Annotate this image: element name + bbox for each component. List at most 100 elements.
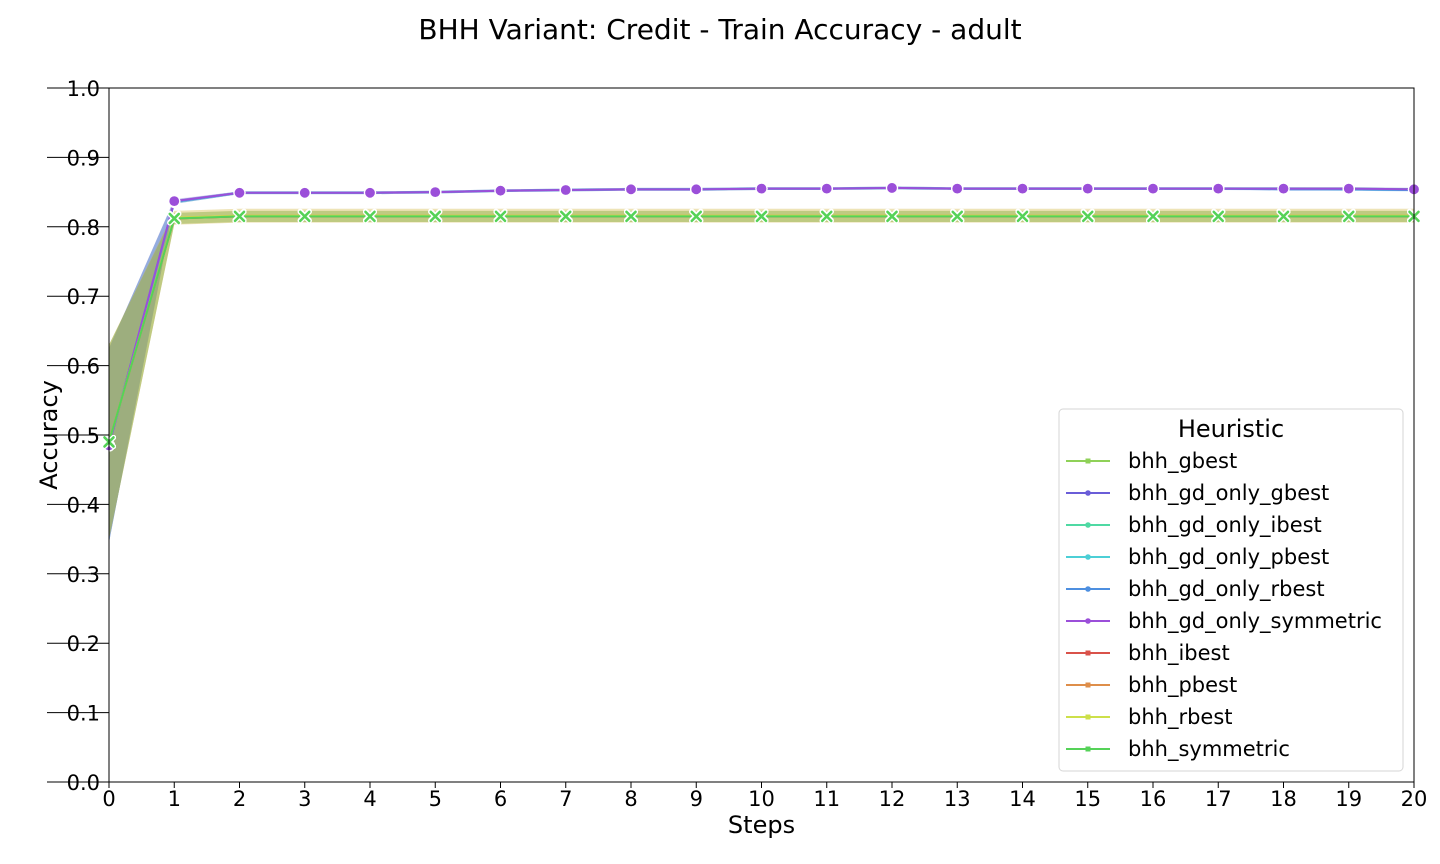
series-line-bhh_ibest [108,215,1414,443]
legend-entry-bhh_gd_only_pbest: bhh_gd_only_pbest [1066,545,1329,570]
x-tick-label: 2 [233,787,246,811]
data-point-bhh_gd_only_symmetric [885,181,899,195]
y-tick-label: 0.6 [67,355,100,379]
legend-marker [1085,618,1091,624]
x-tick-label: 19 [1335,787,1362,811]
series-line-bhh_gd_only_symmetric [108,186,1415,446]
legend-marker [1085,458,1091,464]
y-tick-label: 0.4 [67,493,100,517]
series-lines [108,186,1415,446]
legend-marker [1085,650,1091,656]
data-point-bhh_symmetric [493,209,508,224]
data-point-bhh_gd_only_symmetric [233,186,246,199]
legend-label: bhh_symmetric [1128,737,1290,762]
data-point-bhh_symmetric [754,209,769,224]
data-point-bhh_gd_only_symmetric [494,184,507,197]
legend-entry-bhh_gd_only_rbest: bhh_gd_only_rbest [1066,577,1325,602]
legend-marker [1085,522,1091,528]
y-axis: 0.0 0.1 0.2 0.3 0.4 0.5 0.6 0.7 0.8 0.9 1.0 [47,77,109,795]
series-line-bhh_gd_only_gbest [108,186,1415,446]
x-tick-label: 7 [559,787,572,811]
data-point-bhh_symmetric [1080,209,1095,224]
x-tick-label: 14 [1009,787,1036,811]
y-tick-label: 0.2 [67,632,100,656]
series-line-bhh_gd_only_ibest [108,186,1415,446]
legend-label: bhh_gd_only_rbest [1128,577,1325,602]
y-tick-label: 0.8 [67,216,100,240]
series-markers [102,181,1421,452]
data-point-bhh_gd_only_symmetric [951,182,964,195]
y-tick-label: 1.0 [67,77,100,101]
data-point-bhh_gd_only_symmetric [1081,182,1094,195]
data-point-bhh_symmetric [428,209,443,224]
data-point-bhh_gd_only_symmetric [559,183,572,197]
x-tick-label: 6 [494,787,507,811]
legend-entry-bhh_ibest: bhh_ibest [1066,641,1230,666]
legend-label: bhh_pbest [1128,673,1237,698]
y-tick-label: 0.9 [67,146,100,170]
legend-marker [1085,746,1091,752]
series-line-bhh_gd_only_pbest [108,186,1415,446]
legend-entry-bhh_gd_only_ibest: bhh_gd_only_ibest [1066,513,1322,538]
series-line-bhh_gd_only_rbest [108,186,1415,446]
legend-entry-bhh_pbest: bhh_pbest [1066,673,1237,698]
legend-entry-bhh_rbest: bhh_rbest [1066,705,1233,730]
series-line-bhh_symmetric [108,215,1414,443]
data-point-bhh_symmetric [297,209,312,224]
x-tick-label: 13 [944,787,971,811]
data-point-bhh_gd_only_symmetric [1342,182,1355,195]
data-point-bhh_symmetric [819,209,834,224]
y-tick-label: 0.7 [67,285,100,309]
legend-label: bhh_gbest [1128,449,1237,474]
data-point-bhh_gd_only_symmetric [429,186,442,199]
legend-label: bhh_rbest [1128,705,1233,730]
data-point-bhh_symmetric [1276,209,1291,224]
data-point-bhh_symmetric [950,209,965,224]
data-point-bhh_symmetric [167,211,182,226]
x-axis: 0 1 2 3 4 5 6 7 8 9 10 11 12 13 14 15 16 17 18 19 20 [102,782,1427,811]
series-line-bhh_gbest [108,215,1414,443]
x-tick-label: 4 [363,787,376,811]
x-tick-label: 20 [1401,787,1428,811]
x-tick-label: 16 [1140,787,1167,811]
x-tick-label: 9 [690,787,703,811]
data-point-bhh_symmetric [558,209,573,224]
x-tick-label: 1 [168,787,181,811]
legend-label: bhh_gd_only_ibest [1128,513,1322,538]
legend-box [1058,408,1404,772]
legend-marker [1085,714,1091,720]
data-point-bhh_gd_only_symmetric [1277,182,1290,195]
x-tick-label: 17 [1205,787,1232,811]
x-axis-label: Steps [728,811,795,839]
legend-marker [1085,554,1091,560]
y-tick-label: 0.5 [67,424,100,448]
legend-entry-bhh_gd_only_gbest: bhh_gd_only_gbest [1066,481,1329,506]
x-tick-label: 0 [102,787,115,811]
series-line-bhh_rbest [108,214,1414,443]
legend-label: bhh_gd_only_symmetric [1128,609,1382,634]
y-tick-label: 0.3 [67,563,100,587]
data-point-bhh_symmetric [885,209,899,224]
data-point-bhh_gd_only_symmetric [690,183,703,196]
data-point-bhh_symmetric [1015,209,1030,224]
x-tick-label: 5 [429,787,442,811]
legend-label: bhh_gd_only_pbest [1128,545,1329,570]
x-tick-label: 12 [879,787,906,811]
x-tick-label: 8 [624,787,637,811]
legend-entry-bhh_gbest: bhh_gbest [1066,449,1237,474]
series-line-bhh_pbest [108,214,1414,443]
legend-marker [1085,586,1091,592]
legend-label: bhh_ibest [1128,641,1230,666]
data-point-bhh_gd_only_symmetric [1212,182,1225,195]
data-point-bhh_gd_only_symmetric [755,182,768,195]
y-axis-label: Accuracy [35,380,63,490]
data-point-bhh_symmetric [624,209,638,224]
data-point-bhh_symmetric [1211,209,1226,224]
x-tick-label: 18 [1270,787,1297,811]
data-point-bhh_symmetric [1146,209,1160,224]
y-tick-label: 0.0 [67,771,100,795]
legend-marker [1085,490,1091,496]
data-point-bhh_gd_only_symmetric [820,182,833,195]
x-tick-label: 15 [1074,787,1101,811]
